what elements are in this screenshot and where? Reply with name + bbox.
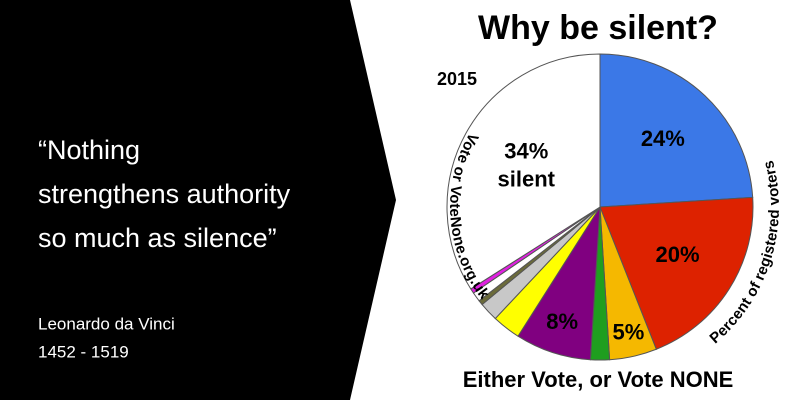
arrow-panel [0, 0, 396, 400]
pie-slice [599, 53, 754, 208]
pie-slice [599, 196, 754, 350]
footer: Either Vote, or Vote NONE [463, 367, 734, 392]
years: 1452 - 1519 [38, 342, 129, 361]
chart-title: Why be silent? [478, 9, 718, 47]
value-label: 5% [612, 320, 644, 345]
author: Leonardo da Vinci [38, 314, 175, 333]
quote-line: “Nothing [38, 135, 140, 165]
quote-line: strengthens authority [38, 179, 291, 209]
pie: 24% 20% 5% 8% 34% silent [446, 53, 754, 361]
category-label: silent [498, 166, 556, 191]
value-label: 20% [655, 242, 699, 267]
pie-slice [446, 53, 601, 290]
value-label: 8% [546, 309, 578, 334]
year-label: 2015 [437, 69, 477, 89]
value-label: 24% [641, 126, 685, 151]
value-label: 34% [504, 138, 548, 163]
quote: “Nothing strengthens authority so much a… [38, 135, 291, 253]
quote-line: so much as silence” [38, 223, 277, 253]
